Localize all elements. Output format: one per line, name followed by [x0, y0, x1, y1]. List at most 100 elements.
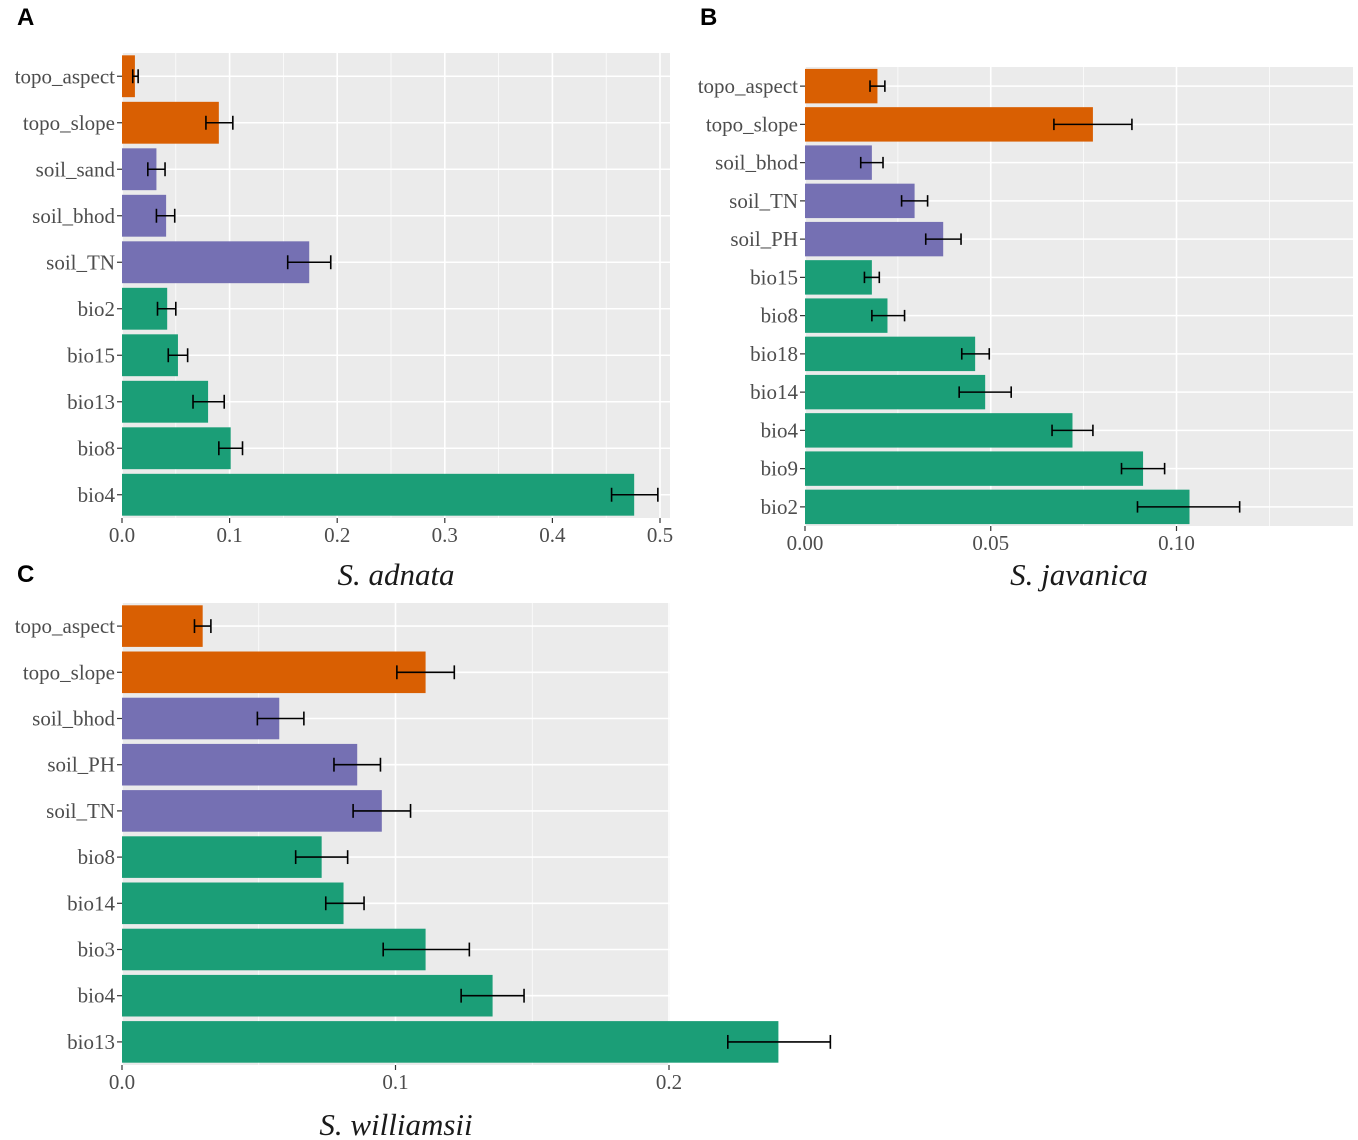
category-label: topo_aspect — [15, 614, 115, 638]
category-label: bio9 — [761, 457, 798, 481]
category-label: soil_PH — [730, 227, 798, 251]
errorbar-bio13 — [727, 1034, 832, 1049]
category-label: bio2 — [78, 297, 115, 321]
bar-soil-TN — [805, 183, 915, 219]
errorbar-bio2 — [156, 301, 177, 316]
errorbar-soil-TN — [900, 195, 929, 207]
errorbar-soil-TN — [286, 255, 332, 270]
bar-bio9 — [805, 451, 1144, 486]
x-tick-label: 0.10 — [1158, 531, 1195, 555]
category-label: topo_slope — [23, 111, 115, 135]
bar-bio4 — [122, 473, 635, 516]
errorbar-bio8 — [218, 441, 244, 456]
bar-bio14 — [805, 374, 986, 410]
x-tick-label: 0.3 — [432, 523, 458, 547]
bar-bio13 — [122, 1021, 779, 1063]
x-tick-label: 0.1 — [216, 523, 242, 547]
category-label: topo_slope — [706, 112, 798, 136]
category-label: soil_PH — [47, 753, 115, 777]
bar-soil-bhod — [122, 697, 280, 740]
bar-soil-PH — [122, 743, 358, 786]
bar-bio4 — [122, 974, 493, 1017]
errorbar-bio14 — [958, 386, 1012, 398]
x-tick-label: 0.0 — [109, 523, 135, 547]
errorbar-soil-bhod — [256, 711, 305, 726]
bar-bio8 — [122, 836, 322, 878]
category-label: bio4 — [761, 418, 799, 442]
category-label: bio13 — [67, 390, 115, 414]
x-tick-label: 0.1 — [382, 1070, 408, 1094]
category-label: bio8 — [761, 304, 798, 328]
category-label: soil_TN — [46, 799, 115, 823]
bar-bio18 — [805, 336, 976, 372]
category-label: bio13 — [67, 1030, 115, 1054]
errorbar-bio4 — [460, 988, 525, 1003]
errorbar-bio18 — [960, 348, 991, 360]
category-label: bio4 — [78, 984, 116, 1008]
errorbar-soil-bhod — [155, 208, 176, 223]
x-tick-label: 0.4 — [539, 523, 566, 547]
category-label: soil_bhod — [32, 707, 115, 731]
category-label: bio8 — [78, 436, 115, 460]
x-tick-label: 0.05 — [972, 531, 1009, 555]
errorbar-topo-slope — [205, 115, 234, 130]
errorbar-bio8 — [871, 309, 906, 322]
errorbar-bio9 — [1120, 462, 1166, 475]
x-tick-label: 0.2 — [656, 1070, 682, 1094]
bar-topo-slope — [122, 101, 219, 144]
errorbar-topo-aspect — [869, 80, 886, 92]
category-label: soil_bhod — [715, 151, 798, 175]
errorbar-bio15 — [863, 271, 881, 284]
errorbar-bio4 — [610, 487, 659, 502]
errorbar-soil-PH — [333, 757, 382, 772]
errorbar-topo-slope — [396, 665, 456, 680]
x-axis-title: S. javanica — [1010, 557, 1148, 592]
x-tick-label: 0.2 — [324, 523, 350, 547]
x-tick-label: 0.00 — [787, 531, 824, 555]
panel-letter: C — [17, 561, 34, 588]
errorbar-bio3 — [382, 942, 471, 957]
category-label: bio14 — [67, 891, 115, 915]
bar-topo-slope — [805, 107, 1093, 142]
errorbar-topo-slope — [1053, 118, 1133, 131]
bar-bio2 — [805, 489, 1190, 525]
bar-bio14 — [122, 882, 344, 925]
bar-topo-aspect — [122, 605, 203, 647]
errorbar-topo-aspect — [131, 69, 139, 84]
errorbar-soil-TN — [352, 803, 412, 818]
x-tick-label: 0.0 — [109, 1070, 135, 1094]
category-label: bio18 — [750, 342, 798, 366]
bar-bio4 — [805, 413, 1073, 448]
x-tick-label: 0.5 — [647, 523, 673, 547]
bar-bio3 — [122, 928, 426, 971]
category-label: topo_aspect — [698, 74, 798, 98]
category-label: soil_TN — [729, 189, 798, 213]
errorbar-bio15 — [167, 348, 189, 363]
bar-soil-TN — [122, 790, 382, 832]
bar-topo-slope — [122, 651, 426, 694]
bar-soil-TN — [122, 241, 310, 284]
category-label: bio14 — [750, 380, 798, 404]
category-label: soil_sand — [36, 157, 116, 181]
category-label: bio8 — [78, 845, 115, 869]
errorbar-bio4 — [1051, 424, 1094, 437]
errorbar-bio14 — [324, 896, 365, 911]
category-label: topo_slope — [23, 660, 115, 684]
category-label: soil_bhod — [32, 204, 115, 228]
x-axis-title: S. williamsii — [319, 1107, 472, 1140]
category-label: bio15 — [67, 343, 115, 367]
errorbar-bio8 — [294, 850, 349, 865]
category-label: soil_TN — [46, 250, 115, 274]
bar-topo-aspect — [122, 55, 135, 98]
category-label: bio4 — [78, 483, 116, 507]
errorbar-topo-aspect — [193, 619, 212, 634]
bar-bio15 — [805, 260, 872, 295]
category-label: topo_aspect — [15, 64, 115, 88]
bar-topo-aspect — [805, 68, 878, 104]
errorbar-bio2 — [1136, 501, 1241, 513]
bar-bio8 — [122, 427, 231, 470]
